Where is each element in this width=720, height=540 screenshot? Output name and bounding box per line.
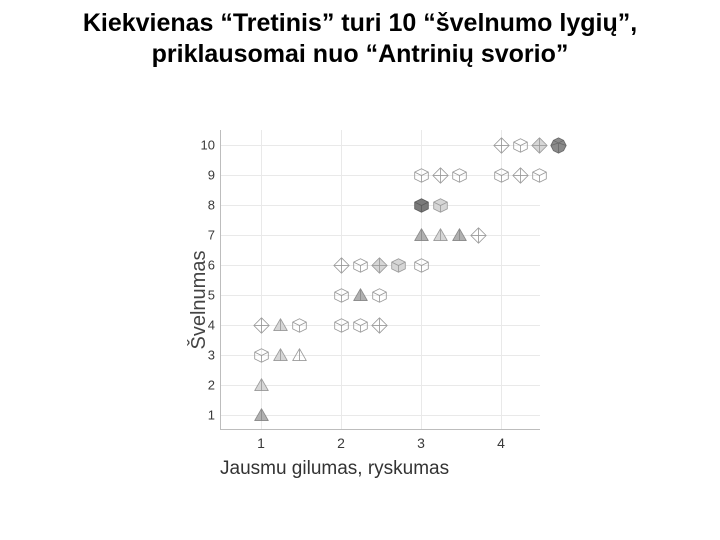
x-tick: 2 xyxy=(337,435,345,451)
cube_light-icon xyxy=(390,257,407,274)
cube_outline-icon xyxy=(291,317,308,334)
x-tick: 3 xyxy=(417,435,425,451)
data-point xyxy=(253,377,270,394)
octa_outline-icon xyxy=(333,257,350,274)
octa_outline-icon xyxy=(371,317,388,334)
tetra_light-icon xyxy=(253,377,270,394)
y-tick: 1 xyxy=(208,408,215,423)
tetra_light-icon xyxy=(272,317,289,334)
x-tick: 4 xyxy=(497,435,505,451)
tetra_light-icon xyxy=(272,347,289,364)
cube_outline-icon xyxy=(451,167,468,184)
data-point xyxy=(333,257,407,274)
data-point xyxy=(493,167,548,184)
data-point xyxy=(333,287,388,304)
octa_outline-icon xyxy=(432,167,449,184)
cube_outline-icon xyxy=(333,317,350,334)
cube_outline-icon xyxy=(352,317,369,334)
y-tick: 9 xyxy=(208,168,215,183)
y-tick: 3 xyxy=(208,348,215,363)
cube_outline-icon xyxy=(333,287,350,304)
tetra_outline-icon xyxy=(291,347,308,364)
cube_outline-icon xyxy=(493,167,510,184)
tetra_mid-icon xyxy=(352,287,369,304)
octa_light-icon xyxy=(531,137,548,154)
data-point xyxy=(253,317,308,334)
cube_dark-icon xyxy=(413,197,430,214)
data-point xyxy=(493,137,567,154)
data-point xyxy=(333,317,388,334)
cube_light-icon xyxy=(432,197,449,214)
cube_outline-icon xyxy=(413,257,430,274)
chart: Švelnumas 123456789101234 xyxy=(160,120,580,480)
tetra_mid-icon xyxy=(413,227,430,244)
plot-area: 123456789101234 xyxy=(220,130,540,430)
cube_outline-icon xyxy=(512,137,529,154)
dodeca_dark-icon xyxy=(550,137,567,154)
gridline-h xyxy=(221,205,540,206)
octa_outline-icon xyxy=(493,137,510,154)
y-tick: 8 xyxy=(208,198,215,213)
data-point xyxy=(413,167,468,184)
tetra_light-icon xyxy=(432,227,449,244)
gridline-h xyxy=(221,235,540,236)
y-tick: 6 xyxy=(208,258,215,273)
page-title: Kiekvienas “Tretinis” turi 10 “švelnumo … xyxy=(0,0,720,71)
y-tick: 4 xyxy=(208,318,215,333)
octa_outline-icon xyxy=(253,317,270,334)
cube_outline-icon xyxy=(352,257,369,274)
data-point xyxy=(413,197,449,214)
y-tick: 2 xyxy=(208,378,215,393)
y-tick: 5 xyxy=(208,288,215,303)
octa_outline-icon xyxy=(512,167,529,184)
octa_outline-icon xyxy=(470,227,487,244)
cube_outline-icon xyxy=(531,167,548,184)
y-tick: 10 xyxy=(201,138,215,153)
gridline-v xyxy=(341,130,342,429)
data-point xyxy=(253,347,308,364)
y-tick: 7 xyxy=(208,228,215,243)
data-point xyxy=(413,257,430,274)
cube_outline-icon xyxy=(413,167,430,184)
tetra_mid-icon xyxy=(451,227,468,244)
x-axis-label: Jausmu gilumas, ryskumas xyxy=(220,458,540,480)
tetra_mid-icon xyxy=(253,407,270,424)
data-point xyxy=(413,227,487,244)
cube_outline-icon xyxy=(253,347,270,364)
cube_outline-icon xyxy=(371,287,388,304)
data-point xyxy=(253,407,270,424)
x-tick: 1 xyxy=(257,435,265,451)
octa_light-icon xyxy=(371,257,388,274)
